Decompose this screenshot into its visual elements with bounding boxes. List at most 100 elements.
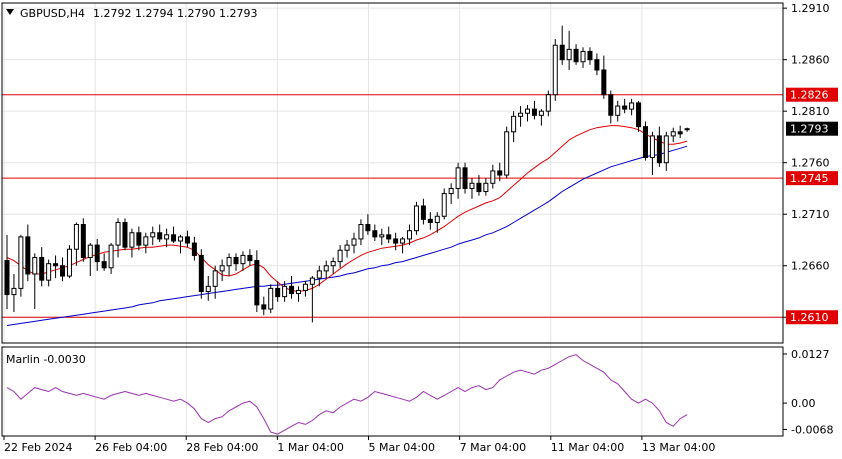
candle <box>677 125 683 138</box>
candle-body <box>677 131 683 135</box>
candle <box>580 47 586 68</box>
candle-body <box>608 94 614 116</box>
candle-body <box>87 244 93 258</box>
candle <box>656 126 662 167</box>
marlin-oscillator <box>6 354 688 435</box>
candle <box>441 188 447 220</box>
candle <box>233 253 239 271</box>
candle-body <box>66 248 72 277</box>
chart-header: GBPUSD,H4 1.2792 1.2794 1.2790 1.2793 <box>6 7 257 20</box>
osc-tick-label: -0.0068 <box>791 423 833 436</box>
level-label: 1.2610 <box>790 311 829 324</box>
candle-body <box>108 244 114 269</box>
candle-body <box>282 285 288 298</box>
candle <box>184 230 190 248</box>
candle <box>545 90 551 117</box>
symbol-label: GBPUSD,H4 <box>20 7 85 20</box>
candle <box>525 105 530 122</box>
candle-body <box>261 304 267 310</box>
candle <box>393 232 399 251</box>
candle-body <box>80 224 86 258</box>
candle <box>642 121 648 161</box>
candle-body <box>129 232 135 248</box>
candle-body <box>684 128 690 131</box>
candle <box>275 281 281 302</box>
candle <box>670 127 676 143</box>
candle <box>101 253 107 271</box>
candle <box>129 228 135 258</box>
candle-body <box>455 167 461 189</box>
candle <box>413 201 419 235</box>
candle <box>32 253 38 309</box>
candle <box>198 249 204 299</box>
candle-body <box>393 238 399 244</box>
time-tick-label: 5 Mar 04:00 <box>369 441 435 454</box>
chart-menu-triangle-icon[interactable] <box>6 9 14 15</box>
candle <box>302 281 308 297</box>
candle <box>191 236 197 261</box>
candle <box>663 131 669 171</box>
candle <box>400 236 406 254</box>
level-label: 1.2745 <box>790 172 829 185</box>
price-axis: 1.2910 1.2860 1.2810 1.2760 1.2710 1.2660 1.26… <box>783 2 838 436</box>
oscillator-line <box>6 354 688 435</box>
candle <box>122 218 128 251</box>
candle <box>427 212 433 230</box>
time-tick-label: 26 Feb 04:00 <box>95 441 167 454</box>
candle-body <box>629 102 635 110</box>
candle <box>469 178 475 199</box>
candle-body <box>622 105 628 110</box>
candle <box>240 251 246 271</box>
candle <box>226 253 232 277</box>
candle <box>80 218 86 262</box>
candle-body <box>448 187 454 195</box>
candlesticks <box>4 25 690 323</box>
candle <box>115 218 121 258</box>
candle-body <box>358 224 364 240</box>
time-tick-label: 22 Feb 2024 <box>4 441 72 454</box>
oscillator-panel-frame <box>1 346 784 437</box>
candle-body <box>552 44 558 96</box>
candle-body <box>115 221 121 246</box>
candle-body <box>344 244 350 251</box>
candle <box>518 106 524 127</box>
candle <box>337 245 343 268</box>
candle-body <box>573 48 579 63</box>
candle-body <box>649 135 655 159</box>
candle <box>483 178 489 196</box>
candle-body <box>490 170 496 184</box>
moving-averages <box>6 125 688 326</box>
candle <box>53 255 59 279</box>
candle-body <box>226 256 232 267</box>
candle-body <box>39 256 45 281</box>
candle <box>344 239 350 258</box>
candle-body <box>11 287 17 296</box>
candle-body <box>420 205 426 220</box>
candle-body <box>594 59 600 71</box>
candle <box>476 175 482 196</box>
candle <box>247 249 253 266</box>
candle-body <box>413 205 419 232</box>
candle-body <box>323 265 329 272</box>
candle <box>254 250 260 313</box>
candle <box>309 276 315 323</box>
candle-body <box>663 135 669 164</box>
candle <box>150 226 156 246</box>
main-panel-frame <box>1 2 784 344</box>
candle <box>622 98 628 114</box>
osc-tick-label: 0.00 <box>791 397 816 410</box>
time-axis: 22 Feb 2024 26 Feb 04:00 28 Feb 04:00 1 Mar… <box>3 436 715 454</box>
candle-body <box>191 242 197 256</box>
osc-tick-label: 0.0127 <box>791 348 830 361</box>
candle-body <box>60 265 66 277</box>
candle <box>573 44 579 65</box>
candle-body <box>580 50 586 63</box>
candle-body <box>615 105 621 116</box>
candle-body <box>330 261 336 267</box>
time-tick-label: 13 Mar 04:00 <box>642 441 715 454</box>
candle <box>455 162 461 199</box>
candle <box>18 234 24 297</box>
candle-body <box>365 224 371 232</box>
candle <box>615 100 621 122</box>
candle-body <box>476 182 482 193</box>
